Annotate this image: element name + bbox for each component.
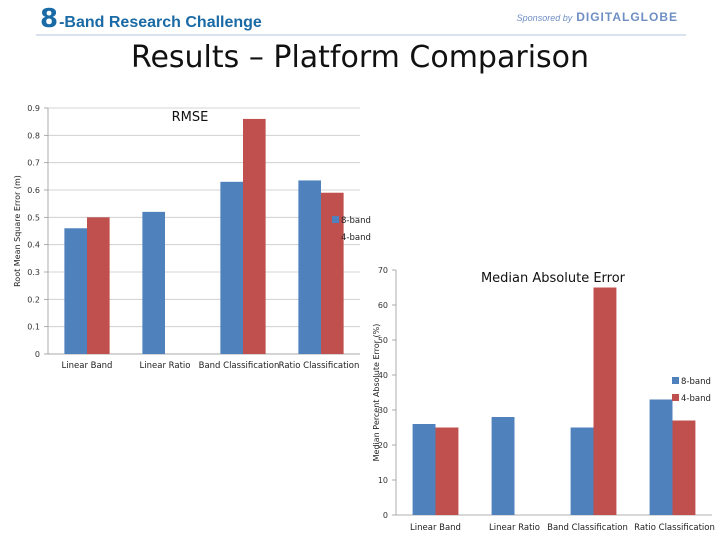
legend-label: 8-band xyxy=(341,216,371,226)
y-tick-label: 50 xyxy=(378,336,388,345)
chart-title: RMSE xyxy=(172,110,209,125)
bar xyxy=(412,424,436,515)
x-tick-label: Linear Band xyxy=(410,523,461,533)
bar xyxy=(570,427,594,515)
y-tick-label: 0.9 xyxy=(27,104,40,113)
bar xyxy=(243,118,266,354)
bar xyxy=(298,180,321,354)
bar xyxy=(593,287,617,515)
x-tick-label: Band Classification xyxy=(547,523,628,533)
y-tick-label: 0 xyxy=(383,511,388,520)
legend-label: 8-band xyxy=(681,377,711,387)
y-tick-label: 10 xyxy=(378,476,388,485)
x-tick-label: Ratio Classification xyxy=(279,361,360,371)
sponsor-prefix: Sponsored by xyxy=(516,13,573,23)
y-axis-label: Root Mean Square Error (m) xyxy=(13,175,22,287)
x-tick-label: Band Classification xyxy=(199,361,280,371)
legend-swatch xyxy=(672,394,679,401)
bar xyxy=(64,228,87,354)
y-tick-label: 0.8 xyxy=(27,131,40,140)
y-tick-label: 0.7 xyxy=(27,159,40,168)
bar xyxy=(672,420,696,515)
legend-swatch xyxy=(332,233,339,240)
bar xyxy=(649,399,673,515)
chart-2: 0 10 20 30 40 50 60 70 Linear Band Linear Ratio Ba… xyxy=(372,266,715,533)
y-tick-label: 60 xyxy=(378,301,388,310)
x-tick-label: Ratio Classification xyxy=(634,523,715,533)
legend-swatch xyxy=(332,216,339,223)
y-tick-label: 30 xyxy=(378,406,388,415)
bar xyxy=(142,211,165,354)
x-tick-label: Linear Ratio xyxy=(140,361,191,371)
logo-number: 8 xyxy=(40,4,59,34)
legend-label: 4-band xyxy=(681,394,711,404)
logo: 8 -Band Research Challenge xyxy=(40,4,262,34)
y-tick-label: 0 xyxy=(35,350,40,359)
chart-1: 0 0.1 0.2 0.3 0.4 0.5 0.6 0.7 0.8 0.9 Linear Band L… xyxy=(13,104,371,371)
y-tick-label: 0.5 xyxy=(27,213,40,222)
bar xyxy=(491,417,515,515)
y-axis-label: Median Percent Absolute Error (%) xyxy=(372,324,381,462)
logo-text: -Band Research Challenge xyxy=(59,14,262,31)
bar xyxy=(435,427,459,515)
sponsor: Sponsored by DIGITALGLOBE xyxy=(517,10,678,24)
x-tick-label: Linear Band xyxy=(62,361,113,371)
header-divider xyxy=(36,34,686,36)
legend-label: 4-band xyxy=(341,233,371,243)
x-tick-label: Linear Ratio xyxy=(489,523,540,533)
y-tick-label: 20 xyxy=(378,441,388,450)
sponsor-name: DIGITALGLOBE xyxy=(576,10,678,24)
legend-swatch xyxy=(672,377,679,384)
y-tick-label: 70 xyxy=(378,266,388,275)
bar xyxy=(87,217,110,354)
header-bar: 8 -Band Research Challenge Sponsored by … xyxy=(0,0,720,36)
y-tick-label: 0.4 xyxy=(27,241,40,250)
y-tick-label: 40 xyxy=(378,371,388,380)
y-tick-label: 0.3 xyxy=(27,268,40,277)
y-tick-label: 0.6 xyxy=(27,186,40,195)
page-title: Results – Platform Comparison xyxy=(130,40,590,75)
chart-title: Median Absolute Error xyxy=(481,271,626,286)
bar xyxy=(220,181,243,354)
y-tick-label: 0.1 xyxy=(27,323,40,332)
y-tick-label: 0.2 xyxy=(27,295,40,304)
